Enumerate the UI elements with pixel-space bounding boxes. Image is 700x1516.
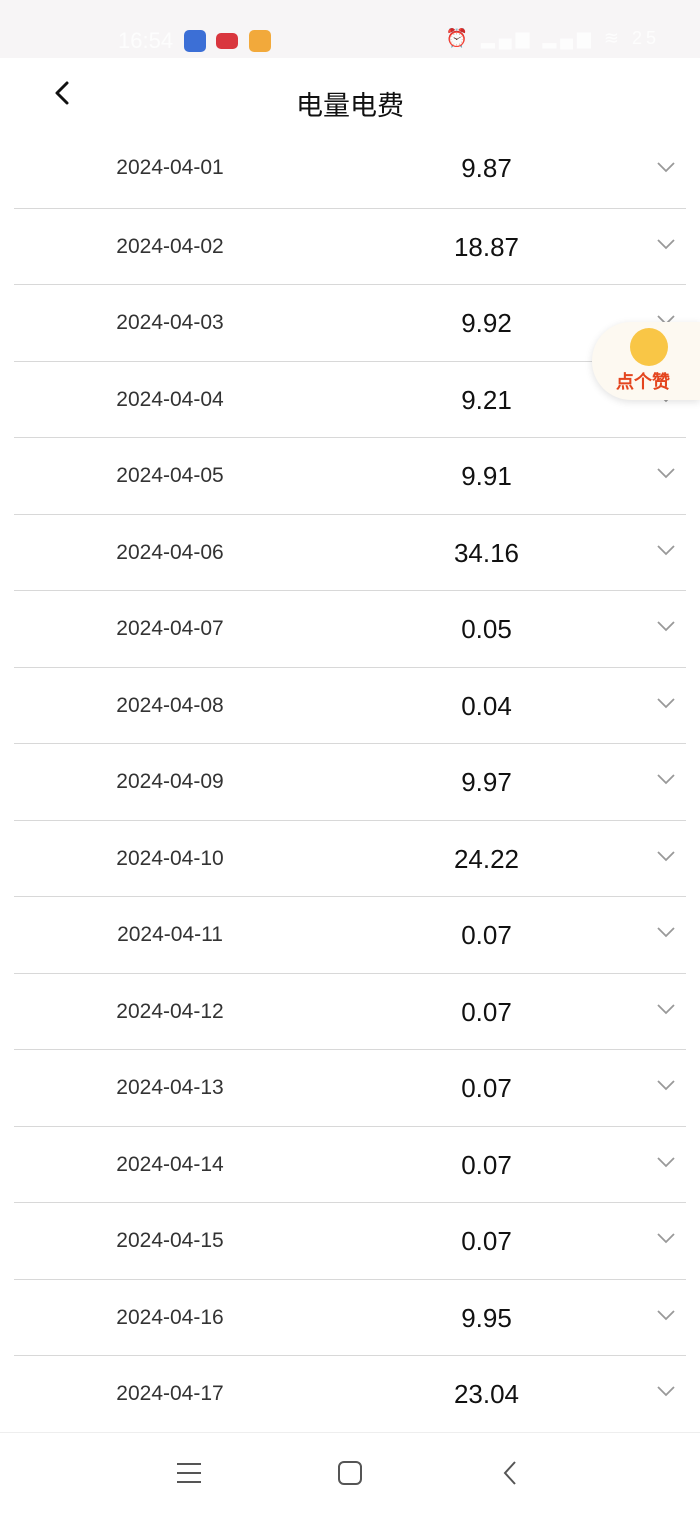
row-date: 2024-04-13 xyxy=(116,1076,224,1099)
row-date: 2024-04-04 xyxy=(116,387,224,411)
row-date: 2024-04-12 xyxy=(116,999,224,1023)
chevron-down-icon[interactable] xyxy=(656,1231,676,1245)
like-label: 点个赞 xyxy=(616,372,670,392)
chevron-down-icon[interactable] xyxy=(656,1078,676,1092)
list-item[interactable]: 2024-04-02 18.87 xyxy=(14,209,686,285)
chevron-down-icon[interactable] xyxy=(656,160,676,174)
list-item[interactable]: 2024-04-17 23.04 xyxy=(14,1356,686,1433)
row-amount: 9.97 xyxy=(461,767,512,797)
row-date: 2024-04-11 xyxy=(117,923,223,946)
chevron-down-icon[interactable] xyxy=(656,237,676,251)
row-amount: 0.07 xyxy=(461,1073,512,1103)
row-amount: 9.92 xyxy=(461,308,512,338)
row-date: 2024-04-01 xyxy=(116,156,224,179)
row-amount: 0.04 xyxy=(461,690,512,721)
list-item[interactable]: 2024-04-11 0.07 xyxy=(14,897,686,974)
row-date: 2024-04-17 xyxy=(116,1382,224,1405)
row-amount: 23.04 xyxy=(453,1379,520,1409)
list-item[interactable]: 2024-04-14 0.07 xyxy=(14,1127,686,1203)
row-amount: 0.05 xyxy=(461,614,512,644)
like-button[interactable]: 点个赞 xyxy=(592,322,700,400)
row-amount: 24.22 xyxy=(453,843,520,874)
chevron-down-icon[interactable] xyxy=(656,543,676,557)
smiley-icon xyxy=(630,328,668,366)
list-item[interactable]: 2024-04-10 24.22 xyxy=(14,821,686,897)
page-title: 电量电费 xyxy=(296,91,404,121)
system-nav-bar xyxy=(0,1432,700,1516)
list-item[interactable]: 2024-04-01 9.87 xyxy=(14,132,686,209)
chevron-down-icon[interactable] xyxy=(656,1002,676,1016)
home-app-notification-icon xyxy=(249,30,271,52)
list-item[interactable]: 2024-04-03 9.92 xyxy=(14,285,686,362)
chevron-down-icon[interactable] xyxy=(656,849,676,863)
list-item[interactable]: 2024-04-08 0.04 xyxy=(14,668,686,744)
row-date: 2024-04-03 xyxy=(116,311,224,334)
row-date: 2024-04-15 xyxy=(116,1229,224,1252)
row-date: 2024-04-10 xyxy=(116,846,224,870)
chevron-down-icon[interactable] xyxy=(656,619,676,633)
list-item[interactable]: 2024-04-13 0.07 xyxy=(14,1050,686,1127)
nav-back-icon[interactable] xyxy=(502,1461,518,1490)
home-icon[interactable] xyxy=(338,1461,362,1490)
row-date: 2024-04-06 xyxy=(116,540,224,564)
chevron-down-icon[interactable] xyxy=(656,466,676,480)
row-date: 2024-04-07 xyxy=(116,617,224,640)
chevron-down-icon[interactable] xyxy=(656,1155,676,1169)
status-icons: ⏰ ▂▄▆ ▂▄▆ ≋ 25 xyxy=(445,28,660,48)
status-time: 16:54 xyxy=(118,28,174,53)
chevron-down-icon[interactable] xyxy=(656,1384,676,1398)
row-amount: 0.07 xyxy=(461,1149,512,1180)
row-amount: 9.21 xyxy=(461,384,512,415)
row-date: 2024-04-05 xyxy=(116,464,224,487)
status-bar: 16:54 ⏰ ▂▄▆ ▂▄▆ ≋ 25 xyxy=(0,0,700,58)
row-amount: 34.16 xyxy=(453,537,520,568)
list-item[interactable]: 2024-04-05 9.91 xyxy=(14,438,686,515)
row-amount: 0.07 xyxy=(461,996,512,1027)
row-amount: 0.07 xyxy=(461,1226,512,1256)
list-item[interactable]: 2024-04-09 9.97 xyxy=(14,744,686,821)
menu-icon[interactable] xyxy=(176,1461,202,1490)
list-item[interactable]: 2024-04-12 0.07 xyxy=(14,974,686,1050)
row-amount: 0.07 xyxy=(461,920,512,950)
chevron-down-icon[interactable] xyxy=(656,696,676,710)
list-item[interactable]: 2024-04-07 0.05 xyxy=(14,591,686,668)
row-amount: 9.91 xyxy=(461,461,512,491)
app-notification-icon xyxy=(184,30,206,52)
chevron-down-icon[interactable] xyxy=(656,925,676,939)
toutiao-notification-icon xyxy=(216,33,238,49)
header: 电量电费 xyxy=(0,58,700,132)
chevron-down-icon[interactable] xyxy=(656,1308,676,1322)
battery-level: 25 xyxy=(631,28,660,48)
row-date: 2024-04-08 xyxy=(116,693,224,717)
row-date: 2024-04-16 xyxy=(116,1305,224,1329)
back-icon[interactable] xyxy=(48,78,78,108)
list-item[interactable]: 2024-04-04 9.21 xyxy=(14,362,686,438)
row-amount: 18.87 xyxy=(453,231,520,262)
row-amount: 9.87 xyxy=(461,153,512,183)
row-amount: 9.95 xyxy=(461,1302,512,1333)
bill-list: 2024-04-01 9.87 2024-04-02 18.87 2024-04… xyxy=(14,132,686,1433)
chevron-down-icon[interactable] xyxy=(656,772,676,786)
row-date: 2024-04-09 xyxy=(116,770,224,793)
row-date: 2024-04-14 xyxy=(116,1152,224,1176)
list-item[interactable]: 2024-04-06 34.16 xyxy=(14,515,686,591)
list-item[interactable]: 2024-04-16 9.95 xyxy=(14,1280,686,1356)
list-item[interactable]: 2024-04-15 0.07 xyxy=(14,1203,686,1280)
row-date: 2024-04-02 xyxy=(116,234,224,258)
